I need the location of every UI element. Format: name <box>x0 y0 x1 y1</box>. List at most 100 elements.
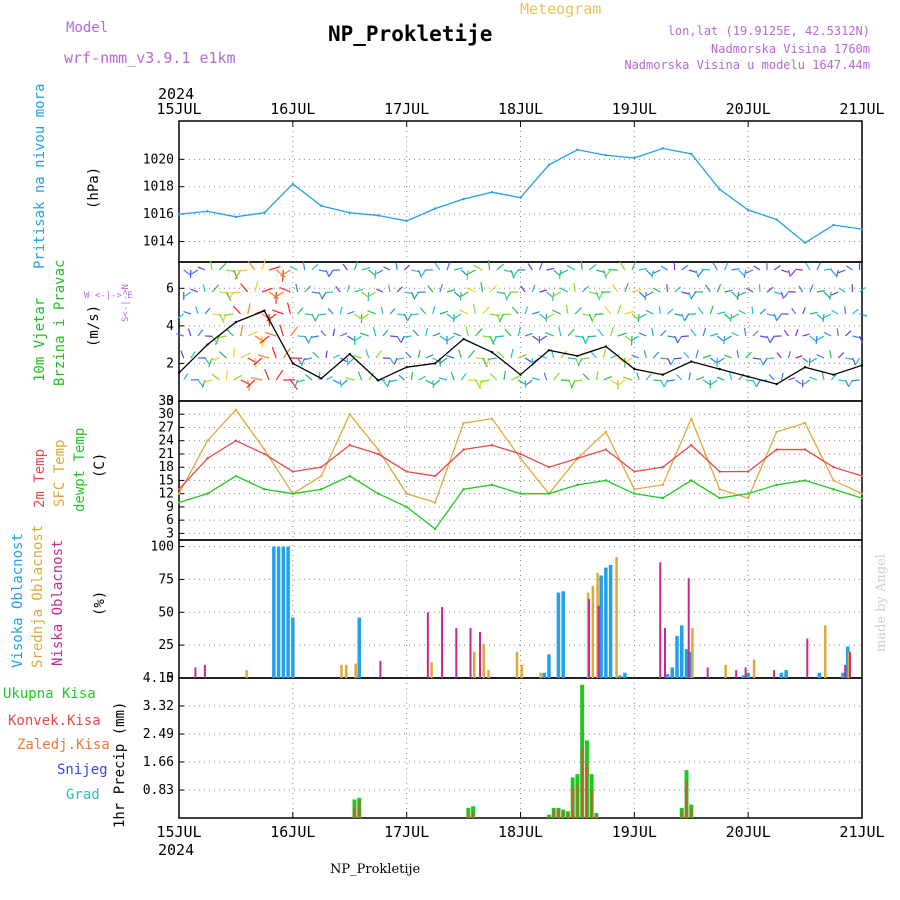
wind-arrow <box>666 379 675 382</box>
wind-arrow <box>531 284 536 293</box>
y-tick-label: 0 <box>166 671 174 686</box>
wind-arrow <box>624 282 629 293</box>
wind-arrow <box>434 262 441 271</box>
wind-arrow <box>226 328 234 337</box>
wind-arrow <box>743 269 747 278</box>
wind-arrow <box>751 306 754 315</box>
wind-arrow <box>636 372 640 381</box>
footer-station: NP_Prokletije <box>330 862 421 877</box>
wind-arrow <box>425 354 434 359</box>
wind-arrow <box>558 269 562 280</box>
wind-arrow <box>304 285 311 293</box>
wind-arrow <box>831 291 839 296</box>
temp-dewpt-line <box>178 475 863 530</box>
wind-arrow <box>396 286 403 293</box>
wind-arrow <box>517 379 527 386</box>
wind-arrow <box>475 357 486 360</box>
cloud-bar-1 <box>482 643 486 678</box>
cloud-bar-0 <box>608 564 613 678</box>
cloud-bar-2 <box>203 664 206 678</box>
wind-arrow <box>211 373 220 381</box>
wind-arrow <box>543 372 548 381</box>
wind-arrow <box>602 349 607 359</box>
wind-arrow <box>844 306 846 315</box>
wind-arrow <box>360 332 369 337</box>
wind-arrow <box>403 313 409 321</box>
wind-arrow <box>325 375 333 381</box>
wind-speed-line <box>178 310 863 385</box>
cloud-bar-1 <box>344 664 348 678</box>
wind-arrow <box>397 313 405 316</box>
y-tick-label: 75 <box>158 572 174 587</box>
wind-arrow <box>582 373 590 381</box>
cloud-bar-2 <box>379 660 382 678</box>
wind-arrow <box>466 269 469 280</box>
wind-arrow <box>802 379 811 386</box>
wind-arrow <box>223 313 234 317</box>
wind-arrow <box>412 329 419 337</box>
wind-arrow <box>674 286 681 293</box>
wind-arrow <box>545 313 555 320</box>
wind-arrow <box>604 306 612 315</box>
wind-arrow <box>482 306 490 315</box>
wind-arrow <box>280 269 291 277</box>
wind-arrow <box>202 284 206 293</box>
cloud-bar-1 <box>615 557 618 678</box>
wind-arrow <box>268 291 279 300</box>
cloud-bar-0 <box>665 674 670 678</box>
wind-arrow <box>314 313 320 322</box>
year-label-bottom: 2024 <box>158 841 194 859</box>
wind-arrow <box>823 291 831 299</box>
wind-arrow <box>466 269 476 276</box>
wind-arrow <box>496 263 505 271</box>
wind-arrow <box>838 379 846 382</box>
wind-arrow <box>204 357 210 365</box>
wind-arrow <box>717 311 726 315</box>
cloud-labels: Visoka Oblacnost Srednja Oblacnost Niska… <box>10 525 108 668</box>
wind-arrow <box>651 327 654 337</box>
wind-arrow <box>712 262 718 271</box>
wind-arrow <box>560 350 568 359</box>
wind-arrow <box>204 307 211 315</box>
wind-arrow <box>622 376 633 381</box>
wind-arrow <box>296 379 305 383</box>
wind-arrow <box>489 284 498 293</box>
wind-arrow <box>209 260 213 271</box>
wind-arrow <box>251 377 263 381</box>
wind-arrow <box>768 373 775 381</box>
wind-arrow <box>845 265 853 271</box>
wind-arrow <box>780 372 784 381</box>
wind-arrow <box>413 291 420 300</box>
wind-arrow <box>240 283 249 293</box>
wind-arrow <box>176 333 184 337</box>
wind-arrow <box>597 328 604 337</box>
wind-arrow <box>788 376 796 381</box>
wind-arrow <box>695 269 700 279</box>
wind-arrow <box>539 313 546 320</box>
wind-arrow <box>218 262 227 271</box>
legend-freezing-rain: Zaledj.Kisa <box>17 737 110 753</box>
wind-arrow <box>573 379 583 383</box>
wind-arrow <box>631 261 637 271</box>
wind-arrow <box>419 307 427 315</box>
wind-arrow <box>759 308 767 315</box>
wind-arrow <box>809 284 814 293</box>
wind-arrow <box>275 369 284 381</box>
wind-arrow <box>845 357 854 360</box>
wind-arrow <box>281 269 284 282</box>
wind-arrow <box>279 324 284 337</box>
wind-arrow <box>597 291 604 300</box>
wind-arrow <box>738 291 747 297</box>
wind-arrow <box>346 284 351 293</box>
cloud-bar-0 <box>272 546 276 678</box>
y-tick-label: 21 <box>158 447 174 462</box>
wind-arrow <box>823 268 833 271</box>
y-tick-label: 0.83 <box>143 783 174 798</box>
wind-arrow <box>783 291 789 298</box>
wind-arrow <box>376 269 384 275</box>
wind-arrow <box>302 261 306 271</box>
cloud-bar-1 <box>473 651 476 678</box>
precip-conv-bar <box>353 807 356 818</box>
cloud-bar-1 <box>487 670 490 678</box>
wind-arrow <box>197 266 206 271</box>
